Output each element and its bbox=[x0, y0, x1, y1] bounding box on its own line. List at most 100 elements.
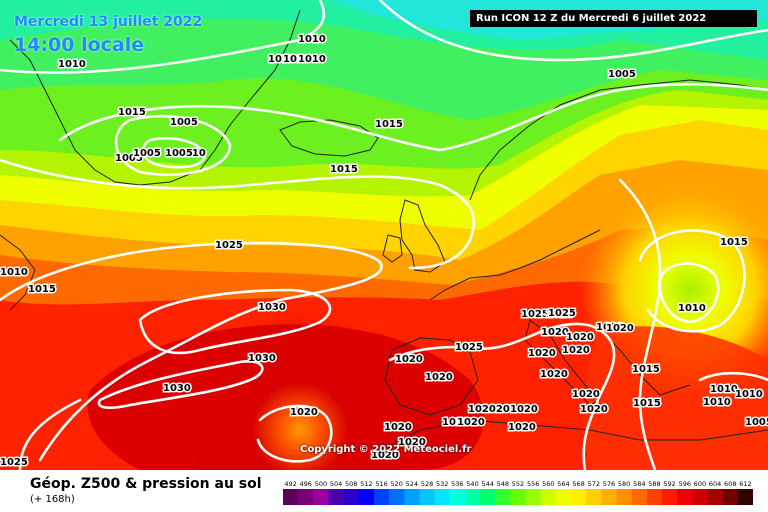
scale-swatch bbox=[328, 489, 344, 505]
isobar-label: 1020 bbox=[606, 323, 634, 334]
isobar-label: 1020 bbox=[510, 404, 538, 415]
scale-swatch bbox=[283, 489, 299, 505]
legend-subtitle: (+ 168h) bbox=[30, 494, 75, 505]
forecast-date: Mercredi 13 juillet 2022 bbox=[14, 14, 203, 30]
scale-swatch bbox=[677, 489, 693, 505]
scale-swatch bbox=[480, 489, 496, 505]
canada-coast bbox=[0, 234, 36, 311]
legend-title: Géop. Z500 & pression au sol bbox=[30, 476, 262, 492]
isobar-label: 1005 bbox=[608, 69, 636, 80]
isobar-label: 1015 bbox=[633, 398, 661, 409]
isobar-label: 1015 bbox=[330, 164, 358, 175]
scale-swatch bbox=[586, 489, 602, 505]
isobar-1015-east bbox=[618, 178, 662, 470]
band-red-southeast bbox=[584, 326, 768, 470]
isobar-label: 1015 bbox=[375, 119, 403, 130]
isobar-label: 1010 bbox=[298, 34, 326, 45]
isobar-1030-outer bbox=[138, 288, 332, 355]
scale-swatch bbox=[510, 489, 526, 505]
isobar-label: 1005 bbox=[115, 153, 143, 164]
isobar-1015-low bbox=[638, 229, 746, 333]
scale-swatch bbox=[737, 489, 753, 505]
scale-swatch bbox=[449, 489, 466, 505]
isobar-1015-north-atlantic bbox=[0, 158, 476, 270]
scale-swatch bbox=[419, 489, 435, 505]
scale-swatch bbox=[601, 489, 617, 505]
isobar-label: 1010 bbox=[268, 54, 296, 65]
scale-value-label: 580 bbox=[618, 480, 630, 488]
isobar-label: 1020 bbox=[398, 437, 426, 448]
isobar-label: 1015 bbox=[720, 237, 748, 248]
isobar-label: 1030 bbox=[258, 302, 286, 313]
isobar-label: 1005 bbox=[170, 117, 198, 128]
scale-value-label: 516 bbox=[375, 480, 387, 488]
isobar-label: 1010 bbox=[298, 54, 326, 65]
scale-swatch bbox=[525, 489, 542, 505]
scale-swatch bbox=[404, 489, 420, 505]
scale-swatch bbox=[373, 489, 390, 505]
isobar-label: 1020 bbox=[442, 417, 470, 428]
scale-value-label: 548 bbox=[497, 480, 509, 488]
scale-swatch bbox=[631, 489, 648, 505]
isobar-label: 1020 bbox=[482, 404, 510, 415]
scale-swatch bbox=[662, 489, 678, 505]
isobar-label: 1025 bbox=[0, 457, 28, 468]
scale-value-label: 532 bbox=[436, 480, 448, 488]
scale-value-label: 520 bbox=[390, 480, 402, 488]
scale-value-label: 552 bbox=[512, 480, 524, 488]
scale-swatch bbox=[495, 489, 511, 505]
isobar-1005-greenland bbox=[141, 137, 207, 169]
isobar-label: 1010 bbox=[0, 267, 28, 278]
isobar-label: 1020 bbox=[425, 372, 453, 383]
isobar-label: 1015 bbox=[28, 284, 56, 295]
isobar-label: 1030 bbox=[163, 383, 191, 394]
isobar-label: 1010 bbox=[703, 397, 731, 408]
isobar-label: 1020 bbox=[371, 450, 399, 461]
scale-swatch bbox=[555, 489, 572, 505]
scale-swatch bbox=[722, 489, 739, 505]
isobar-label: 1015 bbox=[118, 107, 146, 118]
scale-value-label: 576 bbox=[603, 480, 615, 488]
scale-value-label: 596 bbox=[679, 480, 691, 488]
isobar-label: 1025 bbox=[215, 240, 243, 251]
isobar-label: 1020 bbox=[384, 422, 412, 433]
scale-swatch bbox=[358, 489, 375, 505]
isobar-label: 1010 bbox=[58, 59, 86, 70]
north-africa-coast bbox=[379, 419, 768, 451]
isobar-label: 1010 bbox=[678, 303, 706, 314]
isobar-label: 1005 bbox=[745, 417, 768, 428]
model-run-label: Run ICON 12 Z du Mercredi 6 juillet 2022 bbox=[470, 10, 757, 27]
scale-value-label: 584 bbox=[633, 480, 645, 488]
isobar-label: 1020 bbox=[596, 322, 624, 333]
scale-swatch bbox=[298, 489, 314, 505]
scale-value-label: 500 bbox=[315, 480, 327, 488]
isobar-1010-southeast bbox=[698, 371, 768, 382]
isobar-1020-azores bbox=[256, 404, 333, 463]
isobar-1010-north bbox=[0, 0, 326, 74]
isobar-label: 1005 bbox=[133, 148, 161, 159]
scale-value-label: 504 bbox=[330, 480, 342, 488]
scale-swatch bbox=[707, 489, 723, 505]
isobar-1010-greenland bbox=[114, 114, 232, 176]
isobar-label: 1025 bbox=[548, 308, 576, 319]
isobar-1025-atlantic bbox=[0, 241, 383, 462]
isobar-label: 1020 bbox=[566, 332, 594, 343]
scale-value-label: 608 bbox=[724, 480, 736, 488]
scale-value-label: 604 bbox=[709, 480, 721, 488]
isobars bbox=[0, 0, 768, 470]
scale-value-label: 560 bbox=[542, 480, 554, 488]
isobar-label: 1020 bbox=[528, 348, 556, 359]
iceland-coast bbox=[279, 119, 379, 157]
scale-swatch bbox=[389, 489, 405, 505]
isobar-label: 1025 bbox=[455, 342, 483, 353]
scale-value-label: 556 bbox=[527, 480, 539, 488]
isobar-1015-atlantic-south bbox=[18, 398, 82, 470]
scale-value-label: 524 bbox=[406, 480, 418, 488]
isobar-1010-low bbox=[658, 262, 720, 324]
scale-value-label: 600 bbox=[694, 480, 706, 488]
scale-value-label: 564 bbox=[557, 480, 569, 488]
isobar-label: 1020 bbox=[540, 369, 568, 380]
isobar-label: 1010 bbox=[178, 148, 206, 159]
